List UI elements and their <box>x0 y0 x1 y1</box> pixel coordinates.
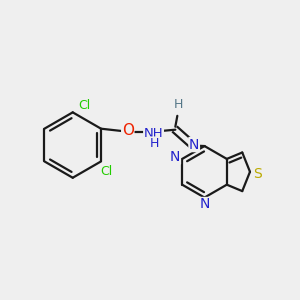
Text: N: N <box>189 138 200 152</box>
Text: H: H <box>150 137 159 150</box>
Text: N: N <box>170 150 180 164</box>
Text: Cl: Cl <box>79 99 91 112</box>
Text: N: N <box>199 197 210 212</box>
Text: S: S <box>254 167 262 181</box>
Text: H: H <box>174 98 183 111</box>
Text: O: O <box>122 123 134 138</box>
Text: Cl: Cl <box>100 165 112 178</box>
Text: NH: NH <box>144 127 164 140</box>
